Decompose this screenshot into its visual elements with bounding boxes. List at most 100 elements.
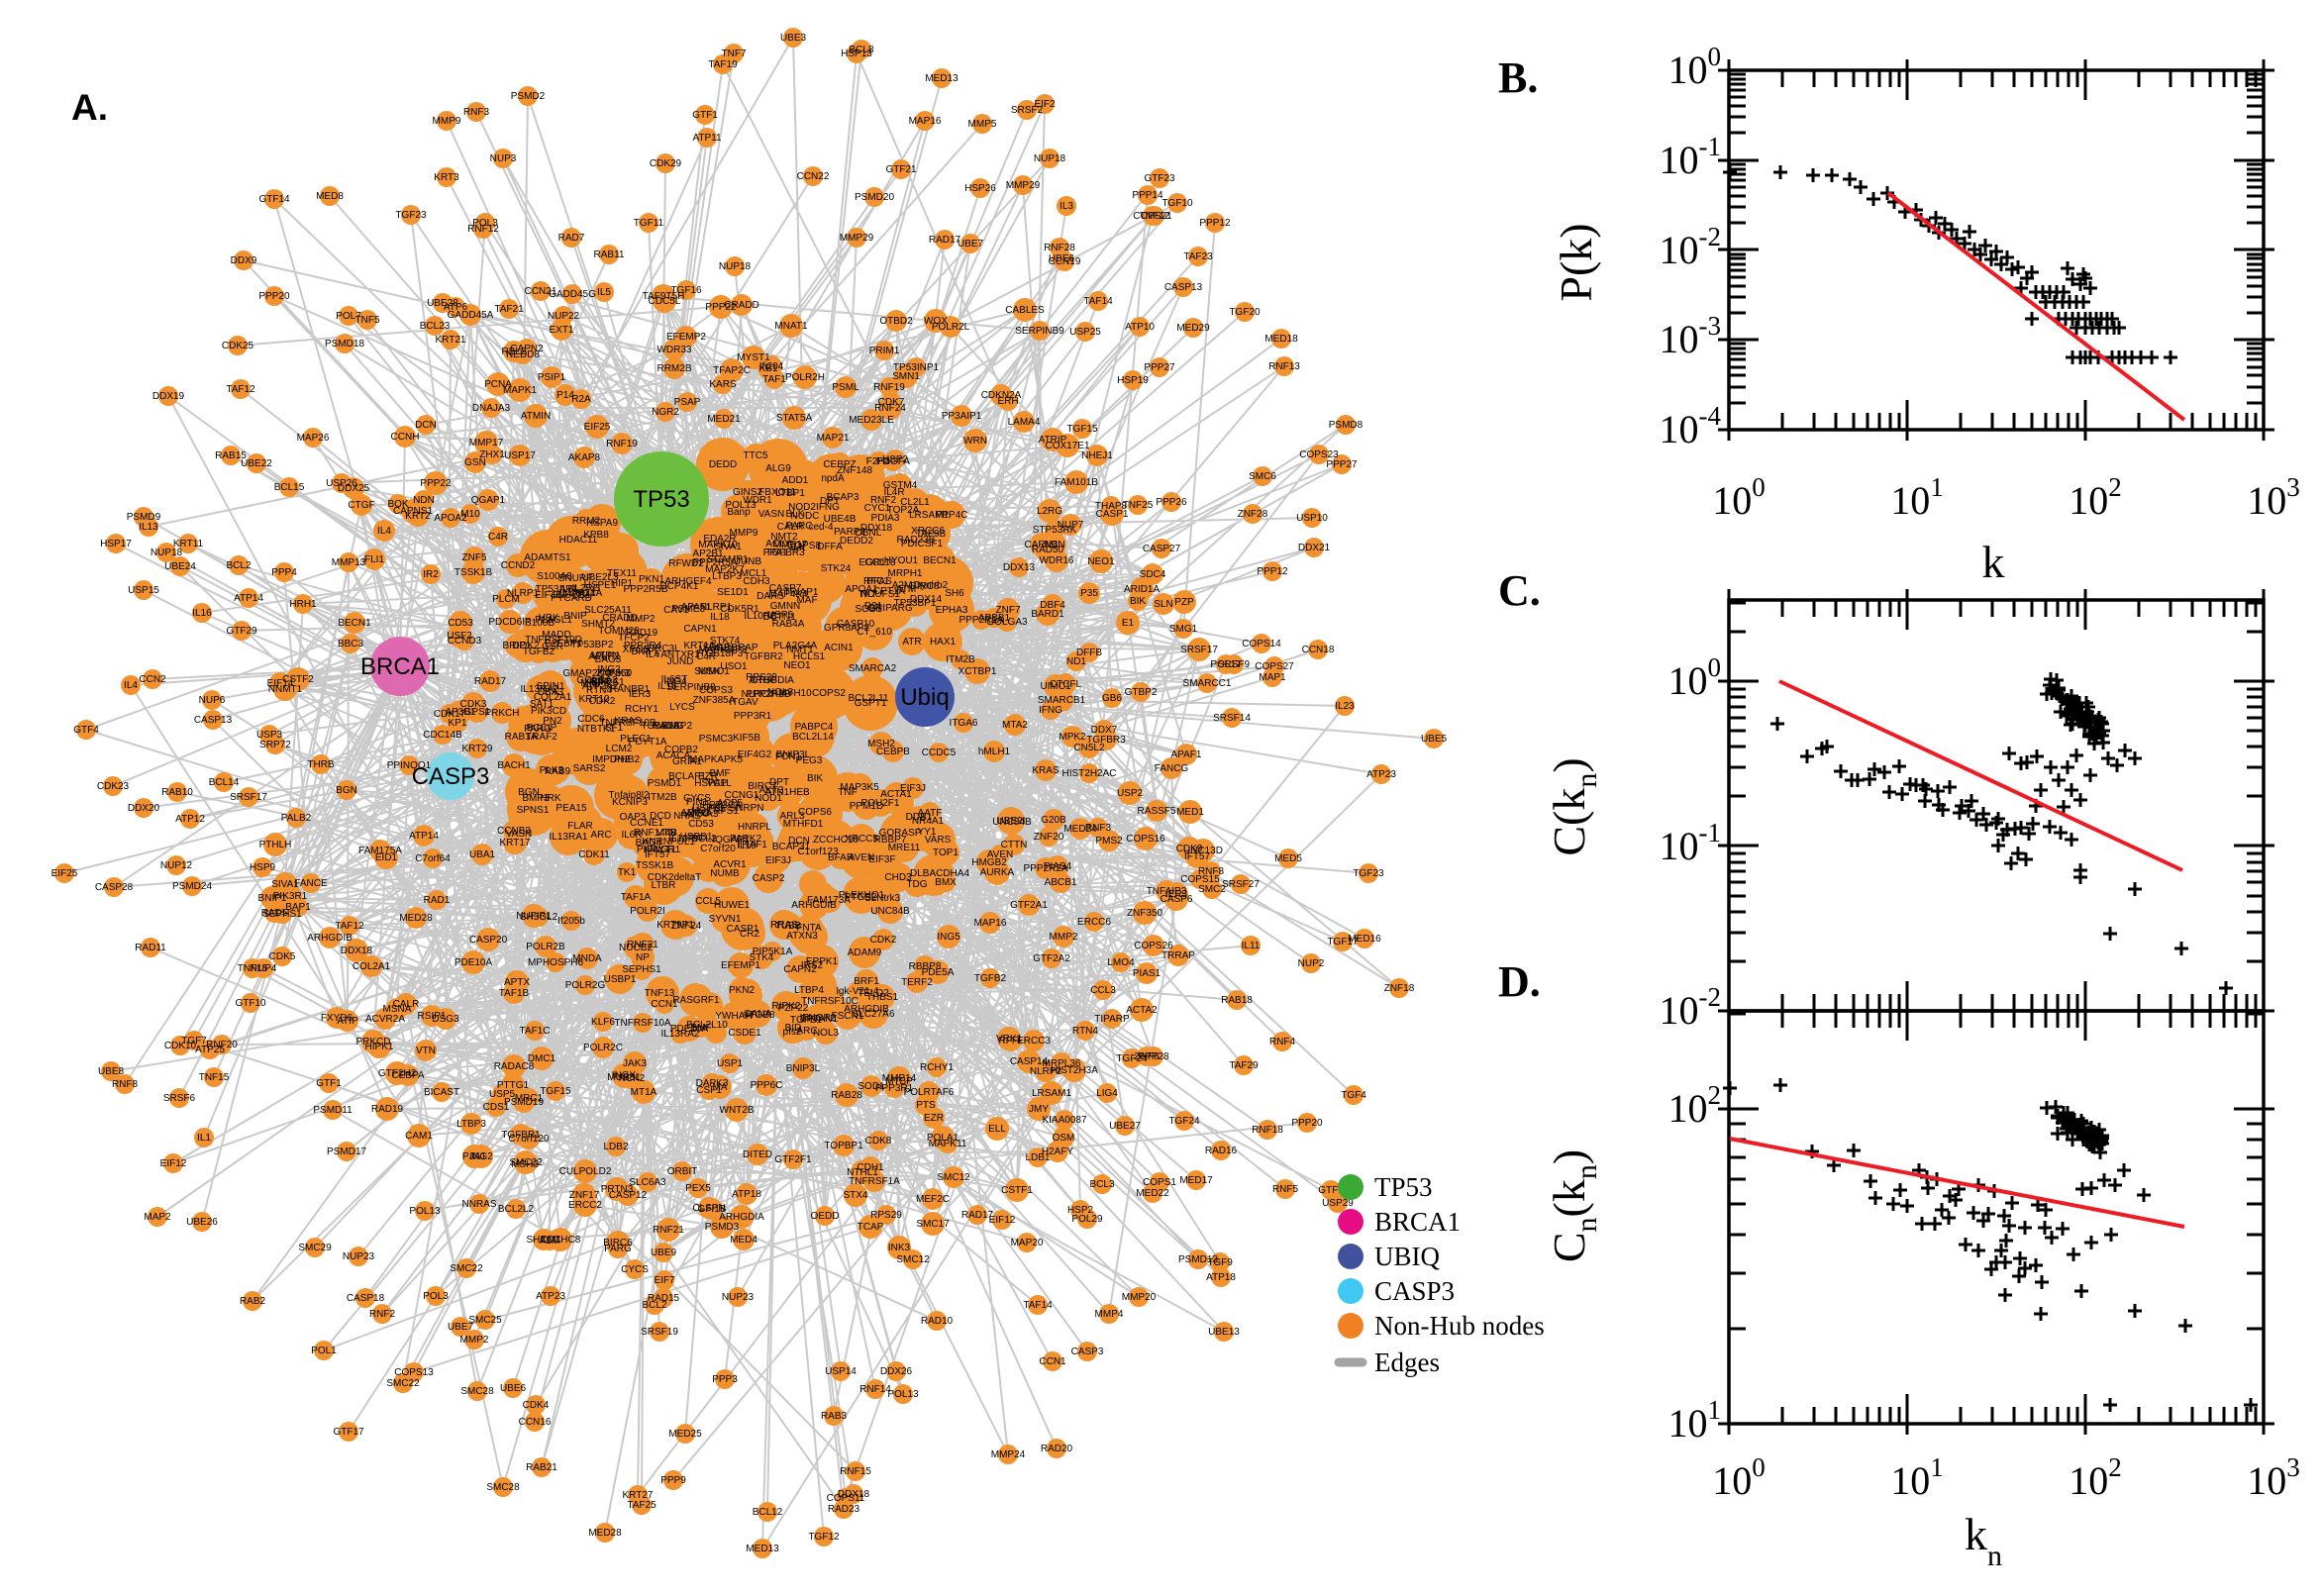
svg-text:MED28: MED28 bbox=[399, 913, 433, 924]
svg-text:PPP3CA: PPP3CA bbox=[702, 800, 742, 811]
svg-text:SIVA1: SIVA1 bbox=[271, 879, 299, 890]
svg-text:PIN1: PIN1 bbox=[686, 797, 709, 808]
svg-text:TFCP2: TFCP2 bbox=[618, 633, 650, 644]
svg-text:MED1: MED1 bbox=[1176, 807, 1204, 818]
svg-text:PPINQO1: PPINQO1 bbox=[387, 760, 432, 771]
svg-text:POLR2L: POLR2L bbox=[932, 322, 970, 333]
svg-text:SRSF19: SRSF19 bbox=[641, 1327, 678, 1338]
svg-text:USP2: USP2 bbox=[1117, 788, 1144, 799]
svg-text:MAP2: MAP2 bbox=[144, 1212, 171, 1223]
svg-text:PPP12: PPP12 bbox=[1199, 218, 1231, 229]
svg-text:TSSK1B: TSSK1B bbox=[636, 860, 674, 871]
svg-text:RFFL: RFFL bbox=[999, 1036, 1024, 1047]
svg-text:SDC2: SDC2 bbox=[703, 643, 730, 653]
svg-text:CASP1: CASP1 bbox=[1096, 509, 1129, 520]
svg-text:OAP3: OAP3 bbox=[620, 812, 647, 823]
svg-text:MMP17: MMP17 bbox=[773, 540, 808, 550]
svg-text:USP26: USP26 bbox=[326, 478, 357, 489]
svg-text:BRIP1: BRIP1 bbox=[503, 641, 532, 651]
svg-text:BCLAF1: BCLAF1 bbox=[668, 771, 706, 782]
svg-text:DDX14: DDX14 bbox=[910, 594, 943, 605]
svg-text:ZHX1: ZHX1 bbox=[479, 449, 505, 460]
svg-text:NUDC: NUDC bbox=[791, 511, 820, 522]
svg-text:POL7: POL7 bbox=[336, 311, 361, 322]
svg-text:KRT3: KRT3 bbox=[434, 172, 459, 183]
svg-text:ERH: ERH bbox=[997, 396, 1018, 407]
svg-text:KRT17: KRT17 bbox=[500, 838, 531, 848]
svg-text:P(k): P(k) bbox=[1551, 223, 1601, 301]
svg-text:MAP21: MAP21 bbox=[817, 433, 850, 444]
svg-text:MED4: MED4 bbox=[730, 1235, 758, 1246]
svg-text:ATP14: ATP14 bbox=[234, 593, 263, 604]
svg-text:CCND3: CCND3 bbox=[448, 636, 482, 647]
svg-text:RPS29: RPS29 bbox=[870, 1210, 902, 1221]
svg-text:IL10: IL10 bbox=[737, 841, 757, 851]
svg-text:BIK: BIK bbox=[807, 773, 823, 784]
svg-text:POL13: POL13 bbox=[409, 1206, 441, 1217]
svg-text:TNF12: TNF12 bbox=[1140, 211, 1170, 222]
svg-text:ALG9: ALG9 bbox=[765, 463, 791, 474]
svg-text:HCLS1: HCLS1 bbox=[793, 651, 826, 662]
svg-text:TGF10: TGF10 bbox=[1162, 198, 1193, 209]
svg-text:MAP2K7: MAP2K7 bbox=[705, 564, 745, 575]
svg-text:CASP3: CASP3 bbox=[1071, 1347, 1104, 1357]
svg-text:NUFIP1: NUFIP1 bbox=[516, 911, 552, 922]
svg-text:NEO1: NEO1 bbox=[783, 660, 811, 671]
svg-text:USF2: USF2 bbox=[447, 631, 472, 642]
svg-text:POL17: POL17 bbox=[1210, 659, 1242, 670]
svg-text:RANBP2: RANBP2 bbox=[653, 721, 692, 732]
svg-text:STAT5A: STAT5A bbox=[776, 413, 813, 424]
svg-text:CDK8: CDK8 bbox=[865, 1136, 892, 1147]
svg-text:NUP7: NUP7 bbox=[1058, 520, 1084, 531]
svg-text:RNF12: RNF12 bbox=[467, 224, 499, 235]
svg-text:NEO1: NEO1 bbox=[1087, 556, 1115, 567]
svg-text:Dynlrb2: Dynlrb2 bbox=[914, 580, 949, 591]
svg-text:DCD: DCD bbox=[650, 811, 671, 822]
svg-text:DDB1: DDB1 bbox=[906, 812, 933, 823]
svg-text:IRS2: IRS2 bbox=[801, 960, 824, 971]
svg-text:CCL18: CCL18 bbox=[864, 557, 896, 568]
svg-text:VARS: VARS bbox=[925, 835, 952, 846]
svg-text:MT1A: MT1A bbox=[631, 1087, 657, 1098]
svg-text:TAF1: TAF1 bbox=[762, 374, 786, 385]
svg-text:XPO5: XPO5 bbox=[623, 645, 650, 655]
svg-text:CL2L1: CL2L1 bbox=[900, 497, 930, 508]
svg-text:SLNtrk3: SLNtrk3 bbox=[864, 893, 901, 904]
svg-text:PARP2: PARP2 bbox=[834, 527, 865, 538]
svg-text:SHMT2: SHMT2 bbox=[581, 619, 615, 630]
svg-text:TTC5: TTC5 bbox=[744, 450, 768, 461]
svg-text:MSH2: MSH2 bbox=[867, 739, 895, 749]
svg-text:POL3: POL3 bbox=[472, 218, 498, 229]
svg-text:INGX: INGX bbox=[612, 1070, 637, 1081]
svg-text:ABCB1: ABCB1 bbox=[1045, 877, 1077, 888]
svg-text:GOLGA3: GOLGA3 bbox=[986, 617, 1028, 628]
svg-text:SEPHS1: SEPHS1 bbox=[262, 909, 302, 920]
svg-text:POLR2G: POLR2G bbox=[565, 980, 606, 991]
svg-text:SMARCA2: SMARCA2 bbox=[849, 663, 897, 674]
svg-text:TNFRSF10D: TNFRSF10D bbox=[525, 635, 582, 646]
svg-text:MMP9: MMP9 bbox=[730, 528, 758, 539]
svg-text:RNF19: RNF19 bbox=[606, 439, 638, 449]
svg-text:KRT1: KRT1 bbox=[584, 676, 610, 687]
svg-text:RAD19: RAD19 bbox=[626, 628, 658, 639]
svg-text:PPP9: PPP9 bbox=[660, 1475, 686, 1486]
svg-text:CCNG1: CCNG1 bbox=[724, 790, 758, 801]
svg-text:SARS2: SARS2 bbox=[573, 763, 606, 774]
svg-text:SMC12: SMC12 bbox=[937, 1172, 970, 1183]
svg-text:MED28: MED28 bbox=[588, 1528, 622, 1539]
svg-text:ERCC6: ERCC6 bbox=[1077, 917, 1111, 928]
svg-text:UBE28: UBE28 bbox=[427, 298, 458, 309]
svg-text:RAB10: RAB10 bbox=[161, 787, 193, 798]
svg-text:PFAS: PFAS bbox=[866, 576, 892, 587]
svg-text:MMP24: MMP24 bbox=[991, 1449, 1026, 1460]
svg-text:RAD17: RAD17 bbox=[961, 1210, 994, 1221]
svg-text:MSN: MSN bbox=[698, 666, 720, 677]
svg-text:CCND2: CCND2 bbox=[501, 560, 536, 571]
svg-text:TGF23: TGF23 bbox=[395, 210, 427, 221]
svg-text:TOPBP1: TOPBP1 bbox=[824, 1141, 863, 1151]
svg-text:MED21: MED21 bbox=[707, 414, 741, 425]
svg-text:SLC25A11: SLC25A11 bbox=[584, 605, 632, 616]
svg-text:SMN1: SMN1 bbox=[892, 371, 920, 382]
svg-text:MED13: MED13 bbox=[746, 1544, 779, 1554]
svg-text:BCAP3: BCAP3 bbox=[827, 492, 859, 503]
